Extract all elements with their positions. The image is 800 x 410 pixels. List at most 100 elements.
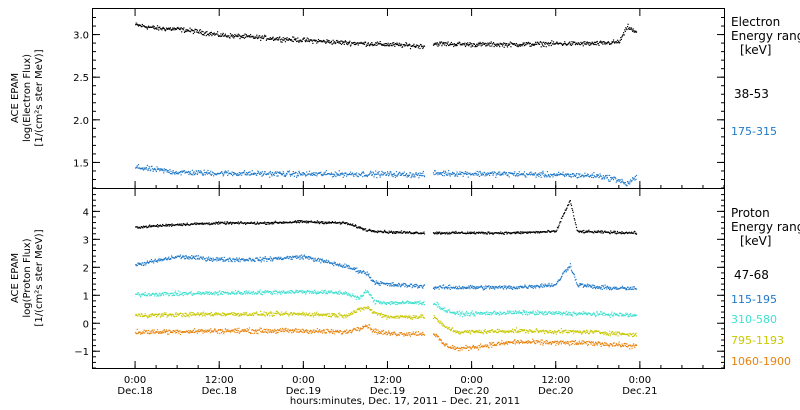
data-point [278, 292, 280, 294]
data-point [449, 172, 451, 174]
data-point [467, 314, 469, 316]
data-point [313, 221, 315, 224]
data-point [473, 232, 475, 234]
data-point [561, 44, 564, 46]
data-point [341, 222, 343, 224]
data-point [210, 223, 212, 225]
data-point [300, 39, 302, 41]
data-point [323, 172, 325, 174]
data-point [147, 261, 149, 264]
data-point [561, 43, 563, 45]
data-point [240, 313, 242, 315]
data-point [377, 230, 379, 232]
data-point [290, 312, 292, 314]
data-point [365, 272, 367, 274]
data-point [242, 293, 244, 295]
data-point [368, 229, 370, 231]
data-point [531, 174, 533, 176]
data-point [238, 259, 240, 261]
data-point [597, 43, 599, 45]
data-point [437, 304, 440, 306]
data-point [600, 175, 602, 177]
data-point [220, 292, 222, 294]
data-point [294, 221, 296, 223]
data-point [533, 43, 535, 45]
data-point [207, 293, 209, 295]
data-point [530, 286, 532, 288]
data-point [279, 257, 281, 260]
data-point [209, 173, 211, 175]
data-point [308, 40, 310, 42]
data-point [518, 174, 520, 177]
data-point [169, 313, 171, 315]
data-point [213, 33, 215, 35]
data-point [322, 292, 324, 294]
data-point [154, 260, 156, 262]
data-point [223, 312, 225, 315]
data-point [499, 232, 501, 234]
data-point [291, 314, 293, 316]
data-point [471, 43, 473, 45]
data-point [605, 42, 607, 44]
data-point [287, 292, 289, 294]
data-point [445, 45, 447, 47]
data-point [194, 174, 196, 176]
data-point [565, 311, 567, 313]
data-point [229, 258, 232, 260]
data-point [205, 312, 207, 314]
data-point [264, 256, 266, 258]
data-point [192, 312, 194, 314]
data-point [146, 317, 148, 319]
data-point [221, 35, 223, 37]
data-point [208, 35, 210, 37]
data-point [635, 31, 638, 33]
data-point [559, 222, 561, 224]
data-point [191, 223, 193, 225]
data-point [191, 255, 193, 257]
data-point [388, 283, 390, 285]
data-point [550, 42, 552, 44]
data-point [219, 222, 221, 224]
data-point [381, 170, 383, 172]
data-point [573, 218, 575, 220]
data-point [604, 284, 606, 286]
data-point [570, 43, 572, 45]
data-point [268, 222, 270, 224]
data-point [477, 312, 479, 315]
data-point [264, 257, 266, 259]
data-point [372, 172, 375, 174]
data-point [151, 314, 153, 316]
data-point [223, 222, 225, 225]
data-point [440, 232, 442, 235]
data-point [471, 312, 473, 314]
data-point [148, 314, 150, 316]
data-point [343, 266, 345, 268]
data-point [460, 287, 462, 289]
data-point [275, 310, 277, 312]
data-point [327, 290, 329, 292]
data-point [263, 36, 265, 38]
data-point [249, 171, 251, 173]
data-point [260, 171, 262, 173]
data-point [602, 232, 604, 234]
data-point [481, 313, 483, 315]
data-point [440, 308, 442, 310]
data-point [231, 312, 233, 314]
data-point [137, 24, 139, 26]
data-point [298, 220, 300, 222]
data-point [284, 41, 286, 43]
data-point [599, 231, 601, 233]
data-point [293, 221, 295, 223]
data-point [217, 31, 219, 33]
data-point [625, 287, 627, 290]
data-point [222, 293, 224, 296]
data-point [583, 176, 585, 178]
data-point [347, 294, 349, 296]
data-point [164, 170, 166, 172]
electron-ytick-label: 1.5 [73, 158, 89, 169]
data-point [609, 174, 611, 177]
data-point [350, 44, 352, 46]
data-point [316, 220, 318, 222]
data-point [548, 45, 550, 47]
data-point [219, 259, 221, 261]
